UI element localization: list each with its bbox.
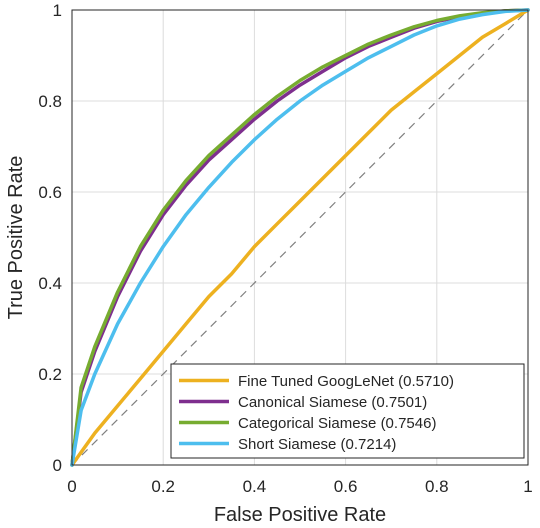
x-tick-label: 0.4 bbox=[243, 477, 267, 496]
legend-box bbox=[170, 363, 525, 459]
x-tick-label: 0.6 bbox=[334, 477, 358, 496]
x-tick-label: 0 bbox=[67, 477, 76, 496]
y-tick-label: 1 bbox=[53, 1, 62, 20]
x-tick-label: 0.2 bbox=[151, 477, 175, 496]
x-axis-label: False Positive Rate bbox=[214, 504, 386, 526]
series-lines bbox=[70, 8, 530, 467]
y-tick-label: 0.2 bbox=[38, 365, 62, 384]
y-tick-label: 0 bbox=[53, 456, 62, 475]
series-line-4 bbox=[70, 8, 530, 467]
chance-line bbox=[71, 9, 529, 466]
y-axis-label: True Positive Rate bbox=[5, 156, 27, 320]
series-line-3 bbox=[70, 8, 530, 467]
y-tick-label: 0.8 bbox=[38, 92, 62, 111]
x-tick-labels: 0 0.2 0.4 0.6 0.8 1 bbox=[67, 477, 532, 496]
plot-frame bbox=[71, 9, 529, 466]
y-tick-labels: 0 0.2 0.4 0.6 0.8 1 bbox=[38, 1, 62, 475]
x-tick-label: 1 bbox=[523, 477, 532, 496]
legend-label: Fine Tuned GoogLeNet (0.5710) bbox=[238, 373, 454, 390]
series-line-1 bbox=[70, 8, 530, 467]
x-tick-label: 0.8 bbox=[425, 477, 449, 496]
y-tick-label: 0.6 bbox=[38, 183, 62, 202]
reference-diagonal bbox=[71, 9, 529, 466]
legend-label: Short Siamese (0.7214) bbox=[238, 436, 396, 453]
legend-label: Canonical Siamese (0.7501) bbox=[238, 394, 427, 411]
y-tick-label: 0.4 bbox=[38, 274, 62, 293]
legend: Fine Tuned GoogLeNet (0.5710) Canonical S… bbox=[170, 363, 525, 459]
legend-label: Categorical Siamese (0.7546) bbox=[238, 415, 436, 432]
